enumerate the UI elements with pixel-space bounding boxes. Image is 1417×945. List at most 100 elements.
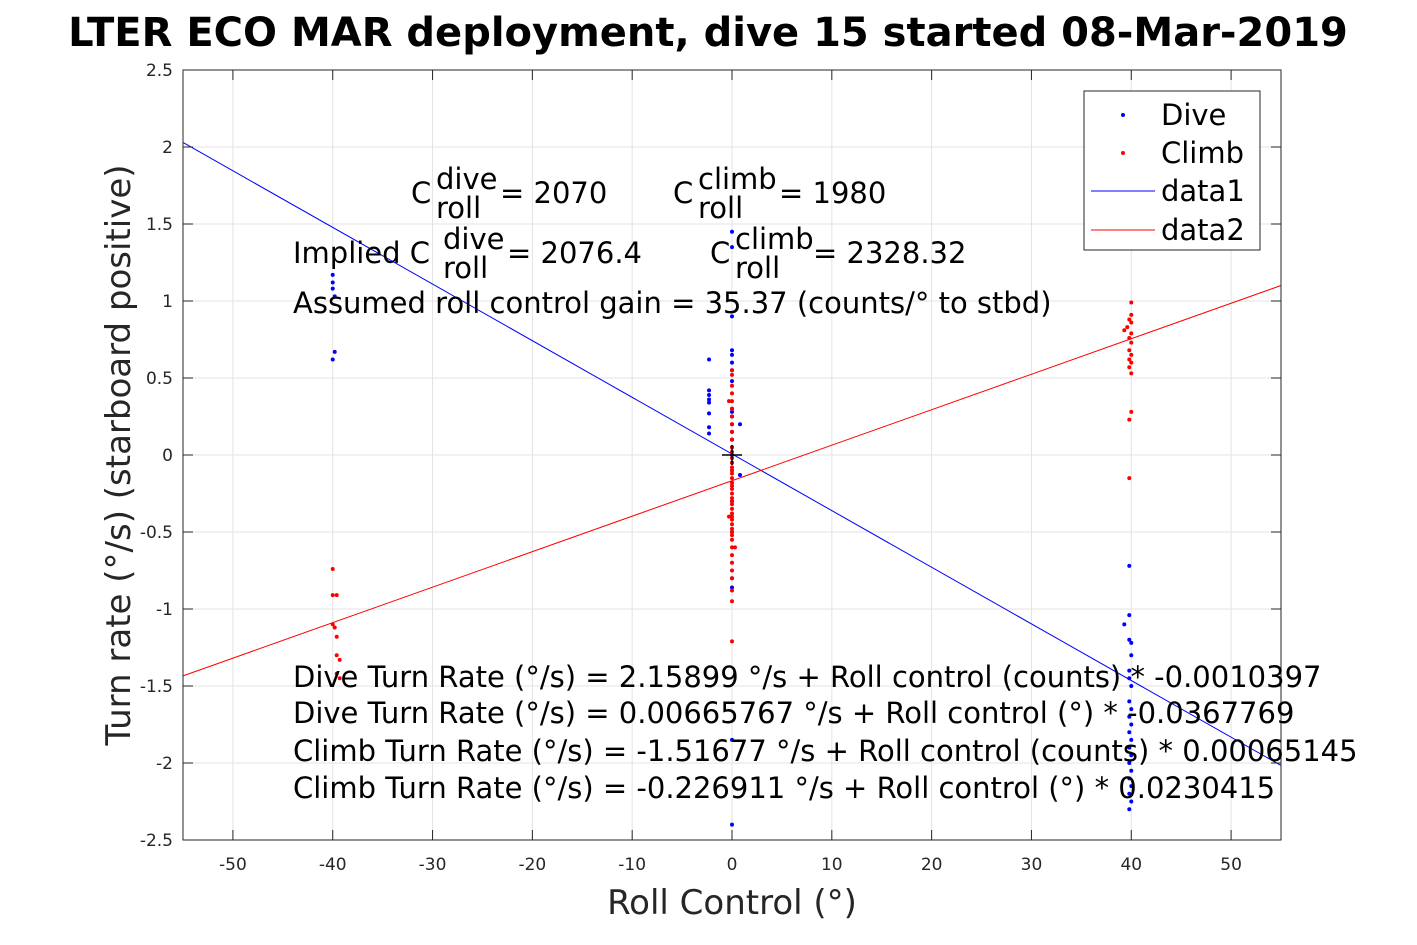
point-climb	[1129, 300, 1134, 305]
point-climb	[730, 502, 734, 507]
point-dive	[730, 379, 734, 384]
y-tick-label: 1.5	[146, 215, 173, 235]
point-dive	[1127, 791, 1132, 796]
c-climb-label: C	[673, 176, 693, 210]
point-dive	[1127, 807, 1132, 812]
point-dive	[330, 286, 335, 291]
point-climb	[730, 480, 734, 485]
data-points	[330, 229, 1134, 827]
point-climb	[1129, 320, 1134, 325]
x-tick-label: -30	[419, 855, 447, 875]
equation-line: Dive Turn Rate (°/s) = 0.00665767 °/s + …	[293, 696, 1294, 730]
point-dive	[707, 397, 712, 402]
implied-climb-sub: roll	[735, 251, 780, 285]
point-climb	[730, 588, 734, 593]
point-dive	[707, 388, 712, 393]
c-dive-sup: dive	[436, 162, 497, 196]
implied-dive-sup: dive	[443, 222, 504, 256]
point-dive	[1127, 699, 1132, 704]
point-dive	[730, 314, 734, 319]
point-climb	[1129, 360, 1134, 365]
c-dive-sub: roll	[436, 191, 481, 225]
point-dive	[1127, 714, 1132, 719]
legend-climb-label: Climb	[1161, 136, 1244, 170]
point-dive	[1127, 637, 1132, 642]
x-tick-label: -10	[618, 855, 646, 875]
x-tick-label: 50	[1220, 855, 1242, 875]
x-tick-label: 40	[1120, 855, 1142, 875]
point-climb	[730, 533, 734, 538]
point-climb	[730, 522, 734, 527]
point-climb	[1127, 357, 1132, 362]
point-dive	[1129, 707, 1134, 712]
point-climb	[730, 530, 734, 534]
c-dive-label: C	[411, 176, 431, 210]
point-dive	[1127, 745, 1132, 750]
y-tick-label: 0.5	[146, 369, 173, 389]
x-tick-label: -40	[319, 855, 347, 875]
point-climb	[730, 422, 734, 427]
point-climb	[1125, 325, 1130, 330]
point-climb	[730, 560, 734, 565]
implied-climb-value: = 2328.32	[813, 236, 966, 270]
implied-dive-sub: roll	[443, 251, 488, 285]
point-dive	[730, 245, 734, 250]
point-dive	[707, 400, 712, 405]
point-dive	[730, 409, 734, 414]
point-climb	[730, 496, 734, 501]
x-tick-label: 20	[921, 855, 943, 875]
point-climb	[1127, 365, 1132, 370]
point-dive	[730, 229, 734, 234]
point-dive	[730, 348, 734, 353]
point-climb	[1127, 348, 1132, 353]
legend-climb-marker	[1121, 151, 1125, 155]
point-dive	[730, 822, 734, 827]
point-climb	[732, 545, 737, 550]
center-marker	[722, 445, 742, 465]
point-dive	[1129, 768, 1134, 773]
point-climb	[730, 491, 734, 496]
point-climb	[730, 568, 734, 573]
point-dive	[1129, 799, 1134, 804]
point-dive	[330, 357, 335, 362]
y-tick-label: 2	[162, 138, 173, 158]
x-axis-label: Roll Control (°)	[607, 883, 857, 923]
y-tick-label: -2.5	[140, 831, 173, 851]
point-climb	[334, 634, 339, 639]
point-climb	[1122, 328, 1127, 333]
point-climb	[730, 471, 734, 476]
point-climb	[334, 653, 339, 658]
point-climb	[727, 399, 732, 404]
c-climb-sup: climb	[698, 162, 777, 196]
point-dive	[1127, 761, 1132, 765]
y-tick-label: -0.5	[140, 523, 173, 543]
legend-box	[1083, 90, 1261, 251]
equation-line: Dive Turn Rate (°/s) = 2.15899 °/s + Rol…	[293, 660, 1321, 694]
implied-climb-sup: climb	[735, 222, 814, 256]
point-climb	[730, 437, 734, 442]
point-dive	[1122, 622, 1127, 627]
point-dive	[1129, 684, 1134, 688]
point-dive	[730, 585, 734, 590]
point-dive	[330, 280, 335, 285]
point-climb	[730, 383, 734, 388]
equation-line: Climb Turn Rate (°/s) = -0.226911 °/s + …	[293, 771, 1275, 805]
point-dive	[1127, 668, 1132, 673]
equation-line: Climb Turn Rate (°/s) = -1.51677 °/s + R…	[293, 734, 1358, 768]
y-tick-label: 1	[162, 292, 173, 312]
implied-prefix: Implied C	[293, 236, 430, 270]
coefficient-annotations: C dive roll = 2070 C climb roll = 1980 I…	[293, 162, 1052, 320]
legend: Dive Climb data1 data2	[1083, 90, 1261, 251]
c-climb-value: = 1980	[779, 176, 886, 210]
x-tick-labels: -50 -40 -30 -20 -10 0 10 20 30 40 50	[219, 70, 1242, 875]
y-tick-labels: -2.5 -2 -1.5 -1 -0.5 0 0.5 1 1.5 2 2.5	[140, 61, 1281, 851]
point-climb	[334, 593, 339, 598]
gain-text: Assumed roll control gain = 35.37 (count…	[293, 286, 1052, 320]
point-climb	[730, 483, 734, 488]
point-climb	[730, 476, 734, 481]
point-climb	[730, 506, 734, 511]
point-climb	[730, 576, 734, 581]
legend-dive-marker	[1121, 113, 1125, 117]
point-climb	[330, 593, 335, 598]
point-dive	[1129, 753, 1134, 758]
